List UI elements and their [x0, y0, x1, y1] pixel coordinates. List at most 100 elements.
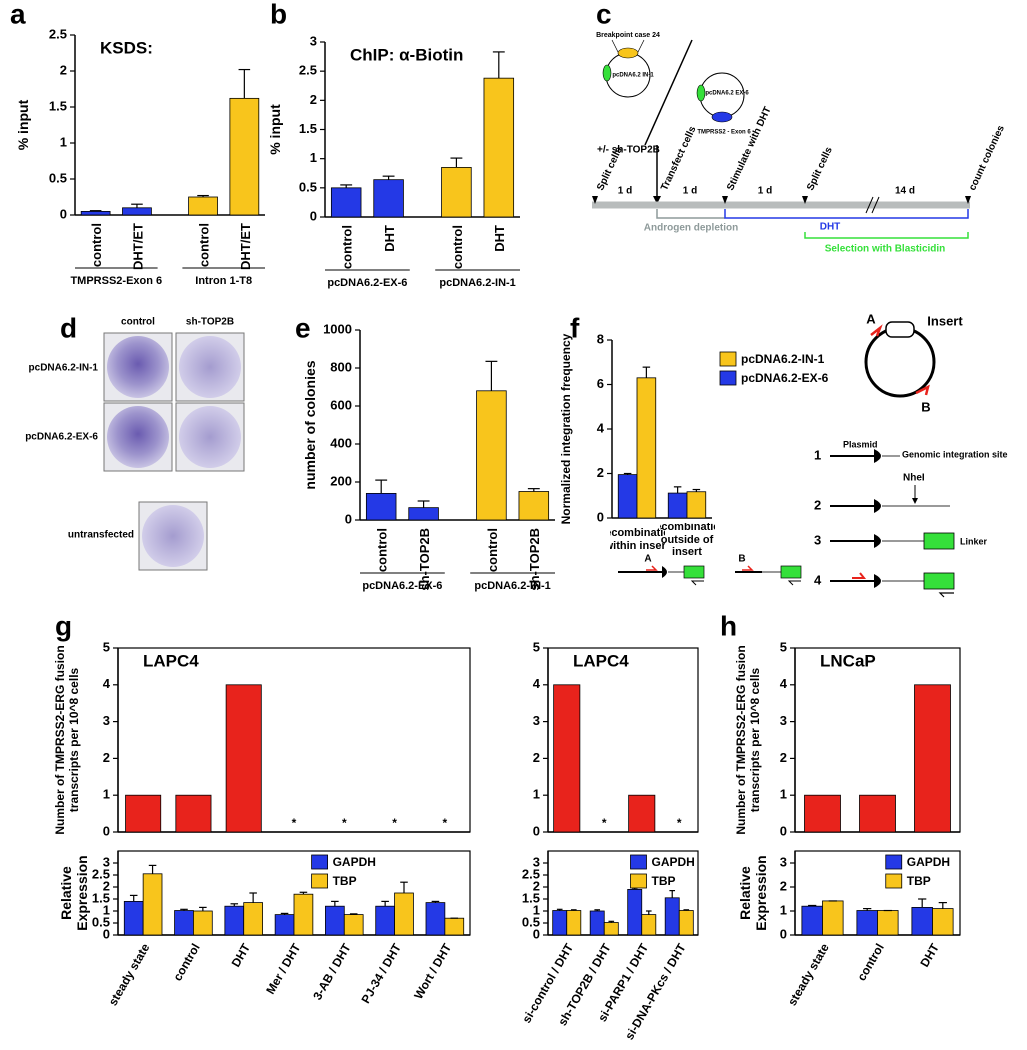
y-tick-label: 6 [597, 376, 604, 391]
x-tick-label: DHT [917, 941, 942, 970]
y-axis-label-box: Number of TMPRSS2-ERG fusion transcripts… [734, 645, 762, 835]
y-tick-label: 1 [103, 902, 110, 917]
error-bar [692, 488, 701, 492]
error-bar [129, 894, 138, 902]
y-tick-label: 3 [103, 713, 110, 728]
error-bar [918, 898, 927, 908]
error-bar [249, 892, 257, 903]
bar [483, 77, 515, 218]
bar [859, 794, 896, 833]
y-axis-label-box: Normalized integration frequency [559, 333, 574, 525]
y-axis-label: number of colonies [301, 360, 318, 490]
primer [690, 580, 704, 586]
error-bar [556, 908, 563, 911]
primer-label: B [738, 554, 745, 565]
bar [476, 390, 507, 521]
y-tick-label: 0 [780, 823, 787, 838]
linker [923, 572, 955, 590]
bar [80, 210, 111, 216]
resistance-gene [696, 84, 706, 102]
legend-swatch [630, 854, 647, 870]
plasmid-insert: TMPRSS2 - Exon 6 [697, 130, 751, 136]
duration: 1 d [683, 186, 697, 197]
y-tick-label: 4 [533, 676, 541, 691]
error-bar [131, 203, 143, 208]
y-tick-label: 1.5 [49, 98, 67, 113]
primer [852, 572, 867, 579]
bar [877, 910, 899, 936]
bar [125, 794, 162, 833]
step-label: Transfect cells [659, 124, 699, 192]
y-tick-label: 0 [533, 823, 540, 838]
y-axis-label-box: % input [14, 99, 31, 151]
duration: 1 d [618, 186, 632, 197]
y-tick-label: 1 [780, 902, 787, 917]
assay-diagrams: A B [618, 554, 802, 586]
insert [885, 321, 915, 338]
group-label: pcDNA6.2-EX-6 [362, 580, 442, 592]
x-tick-label: DHT [382, 225, 397, 252]
y-tick-label: 0 [533, 926, 540, 941]
x-tick-label: PJ-34 / DHT [358, 941, 404, 1006]
y-tick-label: 5 [533, 639, 540, 654]
bar [224, 905, 245, 936]
panel-label: c [596, 0, 612, 29]
plate [107, 406, 169, 468]
y-axis-label-box: Number of TMPRSS2-ERG fusion transcripts… [53, 645, 81, 834]
y-axis-label-box: % input [267, 104, 283, 155]
x-tick-label: DHT/ET [238, 223, 253, 270]
legend-swatch [630, 873, 647, 889]
error-bar [608, 920, 615, 923]
y-tick-label: 3 [533, 713, 540, 728]
phase-line [724, 209, 969, 219]
bar [552, 910, 568, 936]
y-axis-label-box: number of colonies [301, 360, 318, 490]
bar [804, 794, 841, 833]
bar [293, 893, 314, 936]
duration: 14 d [895, 186, 915, 197]
error-bar [642, 366, 651, 378]
column-label: sh-TOP2B [186, 317, 234, 328]
chart-title: ChIP: α-Biotin [350, 45, 463, 64]
y-tick-label: 1 [103, 787, 110, 802]
primer [938, 592, 954, 598]
error-bar [485, 360, 498, 391]
x-tick-label: Recombination within insert [610, 527, 665, 552]
bar [441, 167, 472, 218]
error-bar [623, 472, 632, 475]
bar [444, 917, 465, 936]
x-tick-label: sh-TOP2B [417, 528, 432, 591]
y-axis-label: % input [14, 99, 31, 151]
bar [617, 474, 638, 519]
y-tick-label: 1000 [323, 321, 352, 336]
legend-label: TBP [333, 874, 357, 888]
y-tick-label: 0.5 [49, 170, 67, 185]
y-axis-label: Number of TMPRSS2-ERG fusion transcripts… [734, 645, 762, 835]
y-tick-label: 1.5 [92, 890, 110, 905]
bar [589, 910, 605, 936]
plate [179, 406, 241, 468]
insert-label: Insert [927, 313, 963, 328]
linker [780, 565, 802, 579]
primer [870, 324, 883, 337]
junction [874, 574, 881, 588]
bar [188, 196, 218, 216]
error-bar [331, 900, 339, 907]
bar [193, 910, 213, 936]
legend-swatch [885, 854, 903, 870]
step-number: 1 [814, 447, 821, 462]
y-tick-label: 0 [103, 823, 110, 838]
error-bar [349, 913, 358, 915]
x-tick-label-box: Recombination within insert [610, 527, 665, 552]
error-bar [527, 488, 540, 492]
bar [664, 897, 680, 936]
error-bar [238, 68, 251, 99]
legend-label: GAPDH [907, 855, 950, 869]
bar [425, 902, 446, 936]
chart-title: LAPC4 [143, 651, 199, 670]
legend-swatch [719, 370, 737, 386]
primer [915, 384, 930, 396]
group-label: pcDNA6.2-IN-1 [474, 580, 550, 592]
y-axis-label: Normalized integration frequency [559, 333, 574, 525]
